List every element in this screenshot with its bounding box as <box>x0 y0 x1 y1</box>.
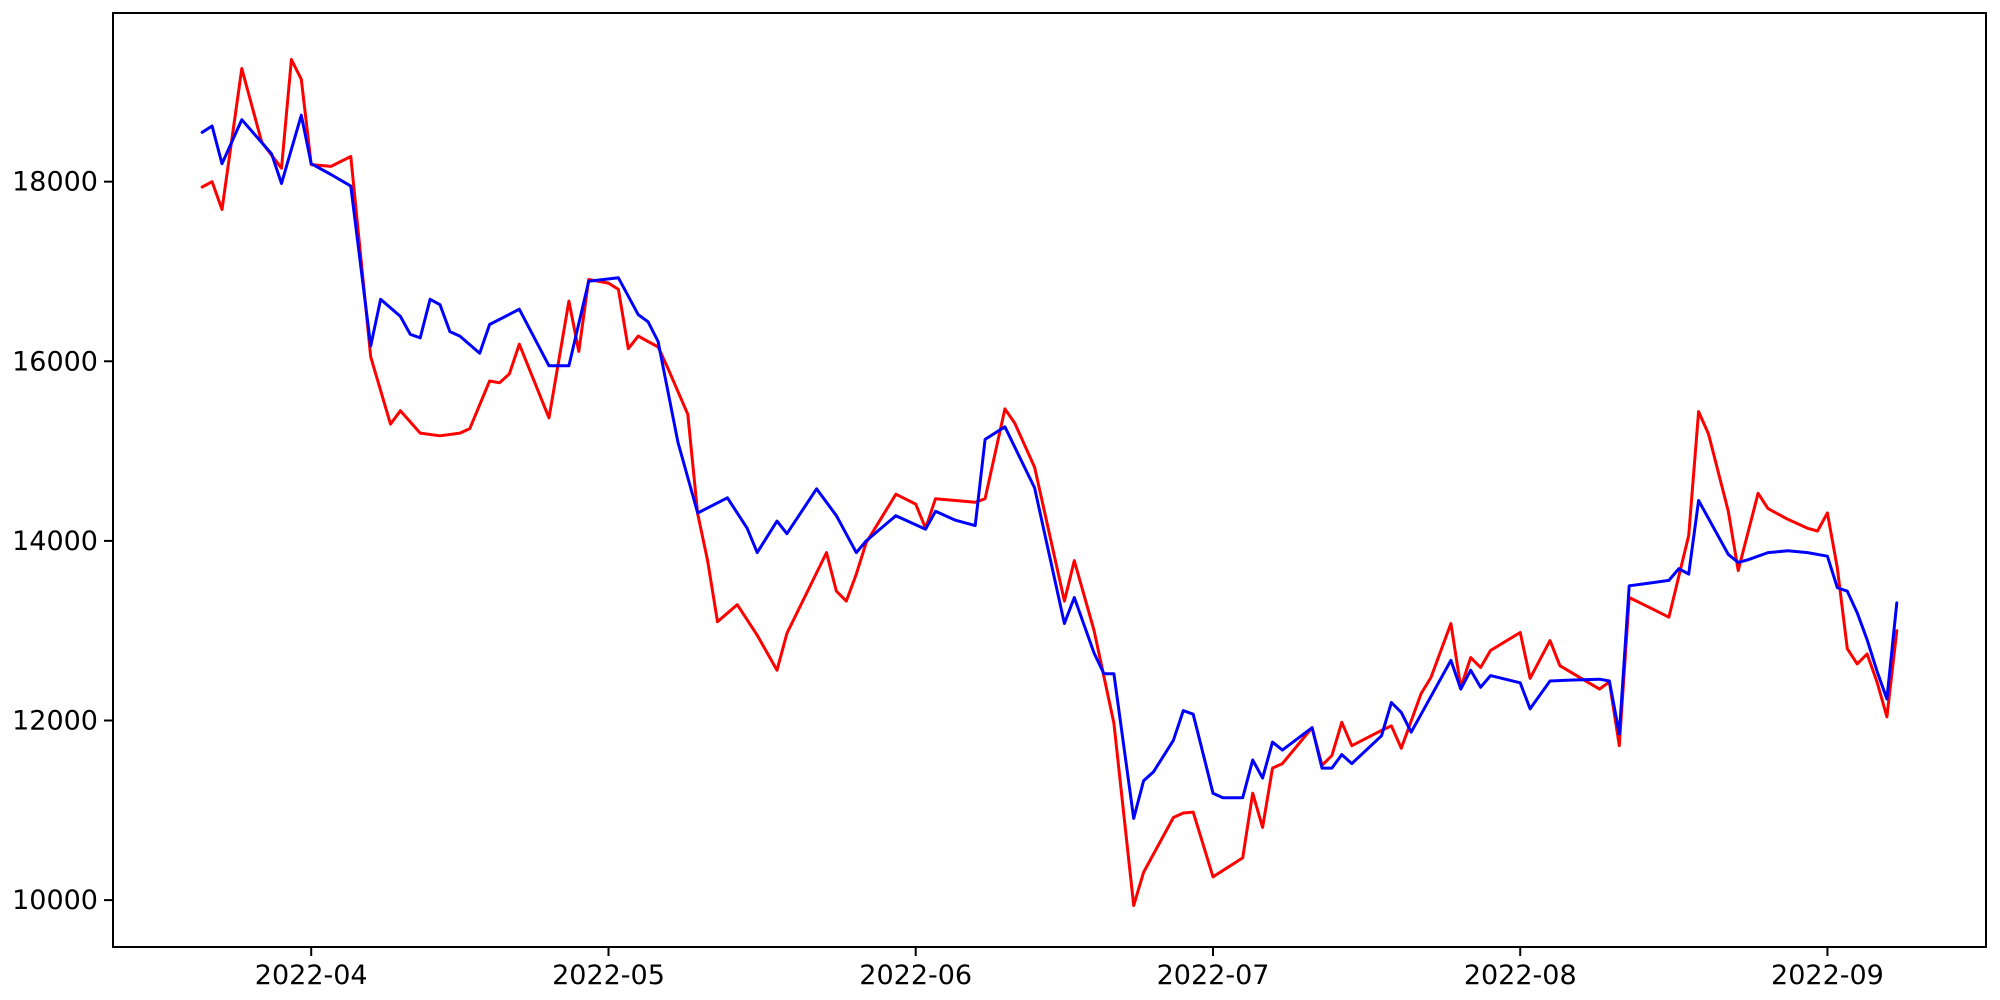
y-tick-label: 10000 <box>12 885 98 916</box>
y-tick-label: 12000 <box>12 706 98 737</box>
x-tick-label: 2022-07 <box>1157 960 1270 991</box>
y-tick-label: 14000 <box>12 526 98 557</box>
axes-frame <box>112 12 1987 948</box>
y-tick-label: 18000 <box>12 167 98 198</box>
x-tick-label: 2022-08 <box>1464 960 1577 991</box>
x-tick-label: 2022-09 <box>1771 960 1884 991</box>
x-tick-label: 2022-04 <box>255 960 368 991</box>
plot-area <box>113 13 1986 947</box>
x-tick-label: 2022-06 <box>859 960 972 991</box>
x-tick-label: 2022-05 <box>552 960 665 991</box>
red-series-line <box>200 58 1899 907</box>
y-tick-label: 16000 <box>12 346 98 377</box>
blue-series-line <box>200 113 1899 820</box>
